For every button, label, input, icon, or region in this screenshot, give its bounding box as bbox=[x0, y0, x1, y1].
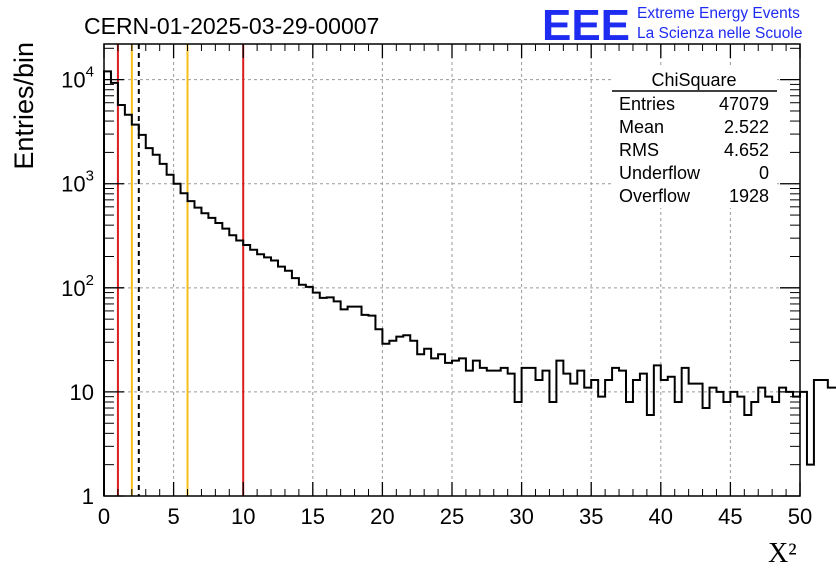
stats-box-bg bbox=[612, 66, 777, 208]
stats-box-title: ChiSquare bbox=[651, 70, 736, 90]
stats-label: RMS bbox=[619, 140, 659, 160]
x-tick-label: 20 bbox=[370, 504, 394, 529]
vertical-lines bbox=[116, 44, 245, 496]
x-tick-label: 40 bbox=[649, 504, 673, 529]
chart-title: CERN-01-2025-03-29-00007 bbox=[84, 13, 379, 39]
y-axis-label: Entries/bin bbox=[9, 42, 39, 170]
x-tick-label: 0 bbox=[98, 504, 110, 529]
x-tick-label: 10 bbox=[231, 504, 255, 529]
eee-logo: EEE bbox=[542, 1, 630, 50]
grid bbox=[104, 44, 800, 496]
y-tick-label: 104 bbox=[61, 64, 94, 93]
x-tick-label: 30 bbox=[509, 504, 533, 529]
x-tick-label: 25 bbox=[440, 504, 464, 529]
stats-label: Entries bbox=[619, 94, 675, 114]
y-tick-label: 102 bbox=[61, 272, 94, 301]
y-tick-label: 10 bbox=[70, 380, 94, 405]
logo-line-1: Extreme Energy Events bbox=[637, 5, 800, 22]
stats-rows: Entries 47079 Mean 2.522 RMS 4.652 Underflow 0 O… bbox=[619, 94, 769, 206]
stats-value: 0 bbox=[759, 163, 769, 183]
x-tick-label: 35 bbox=[579, 504, 603, 529]
x-tick-label: 50 bbox=[788, 504, 812, 529]
stats-label: Underflow bbox=[619, 163, 701, 183]
logo-line-2: La Scienza nelle Scuole bbox=[637, 25, 802, 42]
y-tick-label: 103 bbox=[61, 168, 94, 197]
stats-value: 2.522 bbox=[724, 117, 769, 137]
y-tick-labels: 1 10 102 103 104 bbox=[61, 64, 94, 509]
stats-label: Overflow bbox=[619, 186, 691, 206]
x-axis-label: X² bbox=[768, 538, 797, 569]
y-tick-label: 1 bbox=[82, 484, 94, 509]
plot-frame bbox=[103, 43, 801, 497]
stats-box: ChiSquare Entries 47079 Mean 2.522 RMS 4.652 U… bbox=[612, 66, 777, 208]
stats-value: 1928 bbox=[729, 186, 769, 206]
stats-value: 47079 bbox=[719, 94, 769, 114]
x-tick-labels: 0 5 10 15 20 25 30 35 40 45 50 bbox=[98, 504, 812, 529]
stats-value: 4.652 bbox=[724, 140, 769, 160]
histogram-line bbox=[103, 70, 836, 496]
x-tick-label: 45 bbox=[718, 504, 742, 529]
x-tick-label: 5 bbox=[167, 504, 179, 529]
x-tick-label: 15 bbox=[301, 504, 325, 529]
stats-label: Mean bbox=[619, 117, 664, 137]
